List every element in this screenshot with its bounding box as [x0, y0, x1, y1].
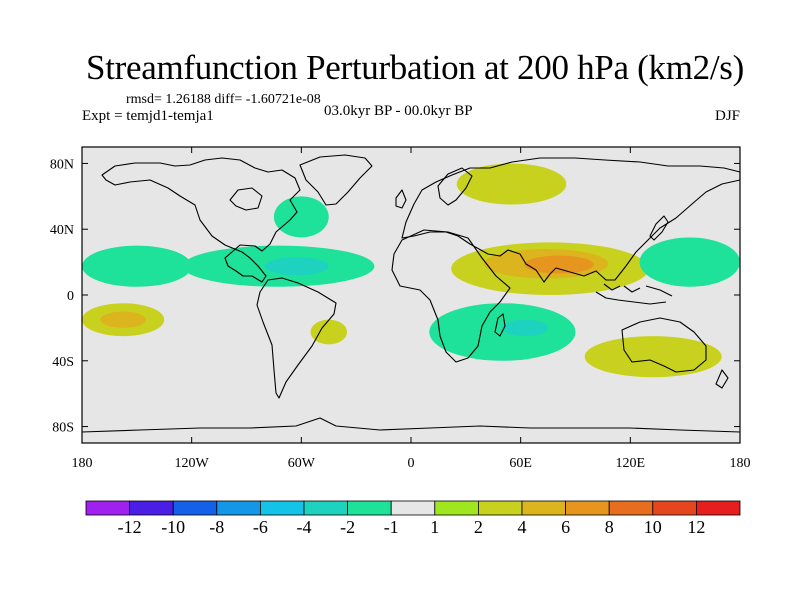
- coast-indonesia: [595, 283, 673, 305]
- coast-australia: [621, 317, 707, 373]
- colorbar-label: -10: [161, 517, 185, 537]
- colorbar-label: -2: [340, 517, 355, 537]
- x-tick-label: 120W: [175, 456, 210, 471]
- map-background: [82, 147, 740, 443]
- stats-text: rmsd= 1.26188 diff= -1.60721e-08: [126, 92, 321, 107]
- colorbar-label: 2: [474, 517, 483, 537]
- y-tick-label: 80N: [50, 157, 74, 172]
- y-tick-label: 0: [67, 289, 74, 304]
- x-tick-label: 60E: [509, 456, 532, 471]
- colorbar-label: 12: [687, 517, 705, 537]
- colorbar-swatch: [85, 500, 130, 516]
- anomaly-region-7: [82, 245, 192, 287]
- x-tick-label: 180: [730, 456, 751, 471]
- colorbar-label: 1: [430, 517, 439, 537]
- chart-title: Streamfunction Perturbation at 200 hPa (…: [86, 48, 744, 87]
- x-tick-label: 180: [72, 456, 93, 471]
- coast-south-america: [256, 277, 337, 399]
- anomaly-region-12: [100, 311, 146, 328]
- x-tick-label: 0: [408, 456, 415, 471]
- coast-uk: [395, 189, 407, 209]
- coast-japan: [649, 215, 669, 241]
- anomaly-region-2: [524, 255, 594, 274]
- y-tick-label: 40N: [50, 223, 74, 238]
- x-tick-label: 120E: [616, 456, 646, 471]
- colorbar-label: 10: [644, 517, 662, 537]
- colorbar-swatch: [303, 500, 348, 516]
- colorbar-label: -1: [384, 517, 399, 537]
- coast-new-zealand: [715, 369, 729, 389]
- colorbar-label: 8: [605, 517, 614, 537]
- anomaly-region-9: [264, 257, 329, 276]
- colorbar-label: -4: [297, 517, 312, 537]
- anomaly-region-5: [502, 319, 549, 337]
- anomaly-region-14: [273, 196, 329, 238]
- colorbar-swatch: [347, 500, 392, 516]
- colorbar-label: -12: [118, 517, 142, 537]
- anomaly-region-6: [584, 336, 722, 378]
- colorbar-label: -6: [253, 517, 268, 537]
- coast-antarctica: [81, 417, 741, 433]
- experiment-label: Expt = temjd1-temja1: [82, 108, 214, 124]
- colorbar-swatch: [434, 500, 479, 516]
- coastlines: [81, 154, 741, 433]
- colorbar-swatch: [696, 500, 741, 516]
- colorbar-swatch: [521, 500, 566, 516]
- colorbar-swatch: [652, 500, 697, 516]
- x-tick-label: 60W: [288, 456, 316, 471]
- x-axis: 180 120W 60W 0 60E 120E 180: [72, 147, 751, 471]
- anomaly-region-3: [456, 163, 567, 205]
- coast-madagascar: [494, 313, 506, 337]
- colorbar-label: -8: [209, 517, 224, 537]
- coast-north-america: [101, 157, 301, 283]
- colorbar: -12 -10 -8 -6 -4 -2 -1 1 2 4 6 8 10 12: [85, 500, 741, 537]
- y-tick-label: 40S: [52, 355, 74, 370]
- coast-hudson-bay: [229, 187, 263, 211]
- y-axis: 80N 40N 0 40S 80S: [50, 157, 740, 436]
- colorbar-label: 6: [561, 517, 570, 537]
- colorbar-swatch: [259, 500, 305, 516]
- colorbar-swatch: [172, 500, 218, 516]
- colorbar-swatch: [129, 500, 174, 516]
- coast-africa: [391, 229, 511, 363]
- coast-scandinavia: [437, 167, 473, 206]
- anomaly-region-10: [639, 237, 740, 287]
- colorbar-swatch: [608, 500, 654, 516]
- colorbar-swatch: [390, 500, 436, 516]
- anomaly-region-13: [310, 319, 348, 345]
- y-tick-label: 80S: [52, 421, 74, 436]
- colorbar-swatch: [477, 500, 523, 516]
- season-label: DJF: [714, 108, 740, 124]
- coast-greenland: [299, 154, 373, 206]
- colorbar-label: 4: [518, 517, 527, 537]
- map-plot: 180 120W 60W 0 60E 120E 180 80N 40N 0 40S 80S: [50, 146, 751, 471]
- colorbar-swatch: [216, 500, 261, 516]
- coast-eurasia: [401, 157, 741, 283]
- colorbar-swatch: [565, 500, 610, 516]
- period-label: 03.0kyr BP - 00.0kyr BP: [324, 103, 473, 119]
